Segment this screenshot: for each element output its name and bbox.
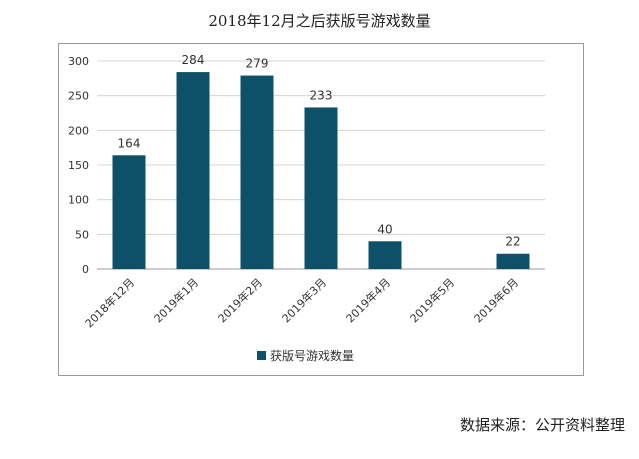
bar xyxy=(112,155,146,269)
y-tick-label: 50 xyxy=(75,228,89,241)
bar xyxy=(496,253,530,269)
x-tick-label: 2018年12月 xyxy=(82,275,137,330)
y-tick-label: 300 xyxy=(68,55,89,68)
x-tick-label: 2019年6月 xyxy=(471,275,521,325)
y-tick-label: 0 xyxy=(82,263,89,276)
y-tick-label: 150 xyxy=(68,159,89,172)
data-label: 164 xyxy=(118,136,141,150)
x-tick-label: 2019年3月 xyxy=(279,275,329,325)
bar xyxy=(240,75,274,269)
x-tick-label: 2019年2月 xyxy=(215,275,265,325)
data-label: 284 xyxy=(182,53,205,67)
x-tick-label: 2019年4月 xyxy=(343,275,393,325)
data-label: 22 xyxy=(505,235,520,249)
chart-title: 2018年12月之后获版号游戏数量 xyxy=(208,12,431,30)
y-tick-label: 200 xyxy=(68,124,89,137)
legend-swatch xyxy=(257,351,266,360)
data-label: 233 xyxy=(310,88,333,102)
data-label: 279 xyxy=(246,57,269,71)
bar xyxy=(176,72,210,270)
source-note: 数据来源：公开资料整理 xyxy=(459,416,625,434)
legend-label: 获版号游戏数量 xyxy=(270,348,354,363)
x-tick-label: 2019年1月 xyxy=(151,275,201,325)
bar xyxy=(304,107,338,269)
data-label: 40 xyxy=(377,222,392,236)
y-tick-label: 100 xyxy=(68,194,89,207)
x-tick-label: 2019年5月 xyxy=(407,275,457,325)
y-tick-label: 250 xyxy=(68,90,89,103)
bar xyxy=(368,241,402,269)
